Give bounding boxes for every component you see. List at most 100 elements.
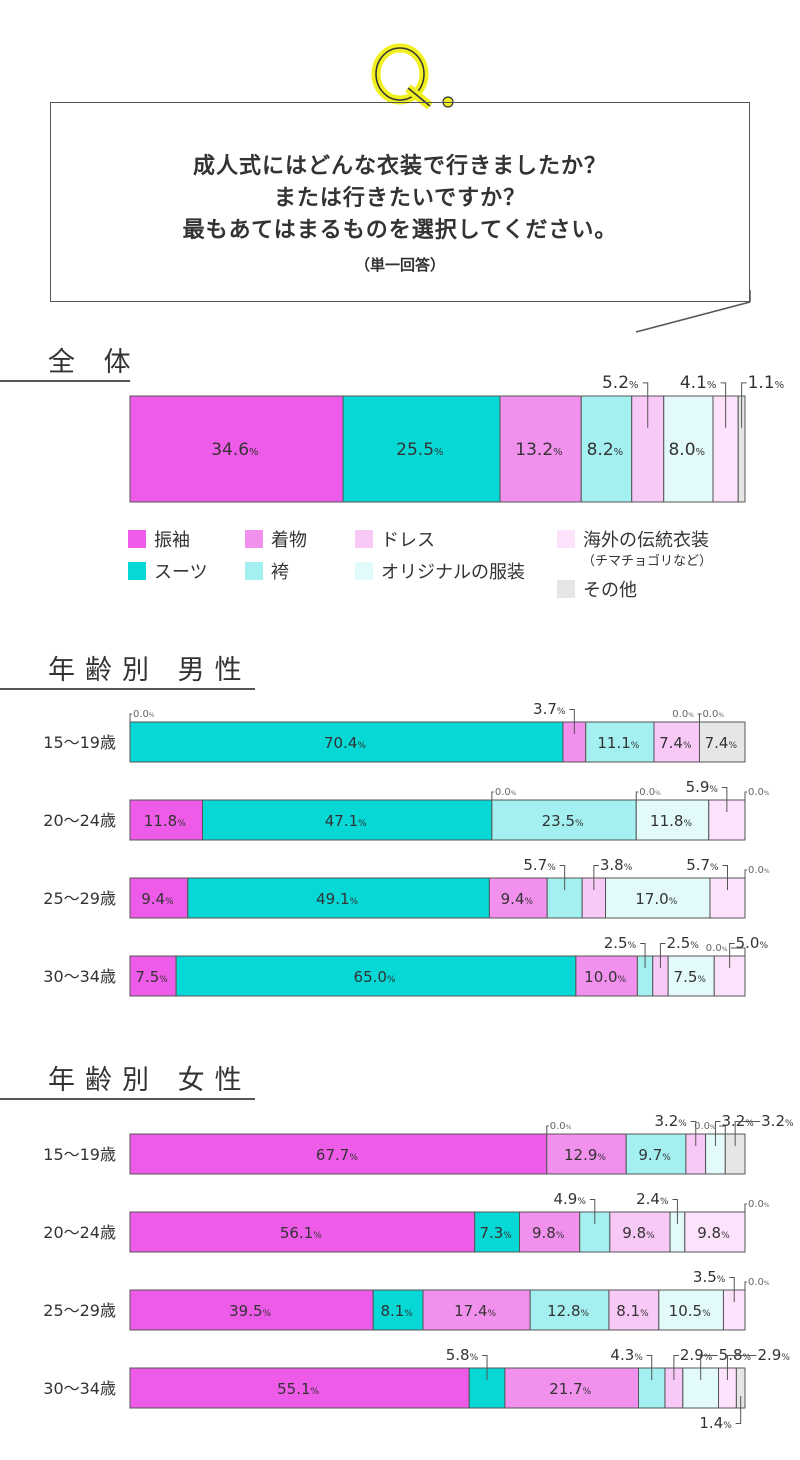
legend-label: ドレス [381,530,435,551]
bar-segment [635,799,710,841]
value-label: 0.0% [748,787,770,798]
value-label: 2.4% [636,1190,669,1208]
question-box [50,102,750,302]
value-label: 23.5% [542,812,584,830]
row-label: 30〜34歳 [43,967,116,986]
question-line-2: または行きたいですか？ [273,186,527,211]
leader-line [729,1277,735,1302]
value-label: 5.8% [446,1346,479,1364]
bar-segment [585,721,655,763]
leader-line [719,1125,726,1134]
value-label: 11.1% [597,734,639,752]
legend-label: その他 [583,580,637,601]
legend-item-hakama: 袴 [245,558,289,584]
legend-swatch [355,530,373,548]
bar-segment [342,395,501,503]
value-label: 0.0% [748,1277,770,1288]
leader-line [659,943,666,968]
bar-segment [129,721,564,763]
leader-line [734,1121,761,1146]
value-label: 2.5% [604,934,637,952]
bar-segment [529,1289,610,1331]
legend-label: 袴 [271,562,289,583]
row-label: 30〜34歳 [43,1379,116,1398]
leader-line [672,1199,678,1224]
bar-segment [491,799,637,841]
legend-swatch [245,530,263,548]
legend-item-furisode: 振袖 [128,526,190,552]
value-label: 3.5% [693,1268,726,1286]
value-label: 34.6% [211,440,258,460]
leader-line [726,1355,757,1380]
legend-item-other: その他 [557,576,637,602]
leader-line [690,1121,697,1146]
bar-row: 30〜34歳 7.5% 65.0% 10.0% 7.5%2.5% 2.5% 5.0%0.0% [43,934,769,997]
legend-label: 海外の伝統衣装 [583,530,709,551]
leader-line [482,1355,488,1380]
bar-row: 15〜19歳 67.7% 12.9% 9.7%0.0% 3.2% 3.2%0.0% 3.2% [43,1112,794,1175]
legend-item-original: オリジナルの服装 [355,558,525,584]
value-label: 4.1% [680,373,717,393]
bar-segment [504,1367,639,1409]
section-divider [0,380,130,382]
question-line-1: 成人式にはどんな衣装で行きましたか？ [192,154,607,179]
value-label: 25.5% [396,440,443,460]
value-label: 0.0% [706,943,728,954]
leader-line [714,1121,721,1146]
section-divider [0,1098,255,1100]
value-label: 65.0% [354,968,396,986]
bar-segment [129,1133,548,1175]
bar-segment [129,799,203,841]
bar-row: 25〜29歳 9.4% 49.1% 9.4% 17.0%5.7% 3.8% 5.7% 0.0% [43,856,770,919]
leader-line [721,787,728,812]
row-label: 20〜24歳 [43,1223,116,1242]
leader-line [129,713,132,722]
value-label: 5.9% [686,778,719,796]
bar-segment [546,1133,627,1175]
row-label: 15〜19歳 [43,1145,116,1164]
leader-line [673,1355,679,1380]
value-label: 0.0% [550,1121,572,1132]
leader-line [642,382,649,428]
q-logo [371,43,454,110]
bar-segment [575,955,638,997]
value-label: 5.7% [523,856,556,874]
leader-line [744,1281,747,1290]
speech-tail [635,290,751,333]
value-label: 5.7% [686,856,719,874]
value-label: 13.2% [515,440,562,460]
value-label: 3.2% [761,1112,794,1130]
value-label: 0.0% [495,787,517,798]
legend-swatch [557,580,575,598]
value-label: 17.4% [454,1302,496,1320]
value-label: 5.0% [736,934,769,952]
legend-swatch [128,562,146,580]
bar-segment [129,1289,374,1331]
value-label: 17.0% [635,890,677,908]
bar-row: 15〜19歳 70.4% 11.1% 7.4% 7.4%0.0% 3.7% 0.0%0.0% [43,700,746,763]
bar-segment [580,395,633,503]
value-label: 3.8% [600,856,633,874]
legend-swatch [355,562,373,580]
bar-segment [175,955,577,997]
leader-line [569,709,575,734]
value-label: 0.0% [702,709,724,720]
legend-item-dress: ドレス [355,526,435,552]
bar-segment [129,877,189,919]
bar-segment [129,955,177,997]
leader-line [640,943,646,968]
leader-line [741,382,747,428]
bar-segment [684,1211,746,1253]
value-label: 56.1% [280,1224,322,1242]
leader-line [722,865,728,890]
value-label: 4.9% [553,1190,586,1208]
value-label: 0.0% [748,1199,770,1210]
value-label: 10.5% [669,1302,711,1320]
value-label: 49.1% [316,890,358,908]
leader-line [744,869,747,878]
legend-label: 振袖 [154,530,190,551]
value-label: 2.5% [666,934,699,952]
row-label: 20〜24歳 [43,811,116,830]
section-title-female: 年齢別 女性 [48,1065,252,1096]
value-label: 2.9% [757,1346,790,1364]
